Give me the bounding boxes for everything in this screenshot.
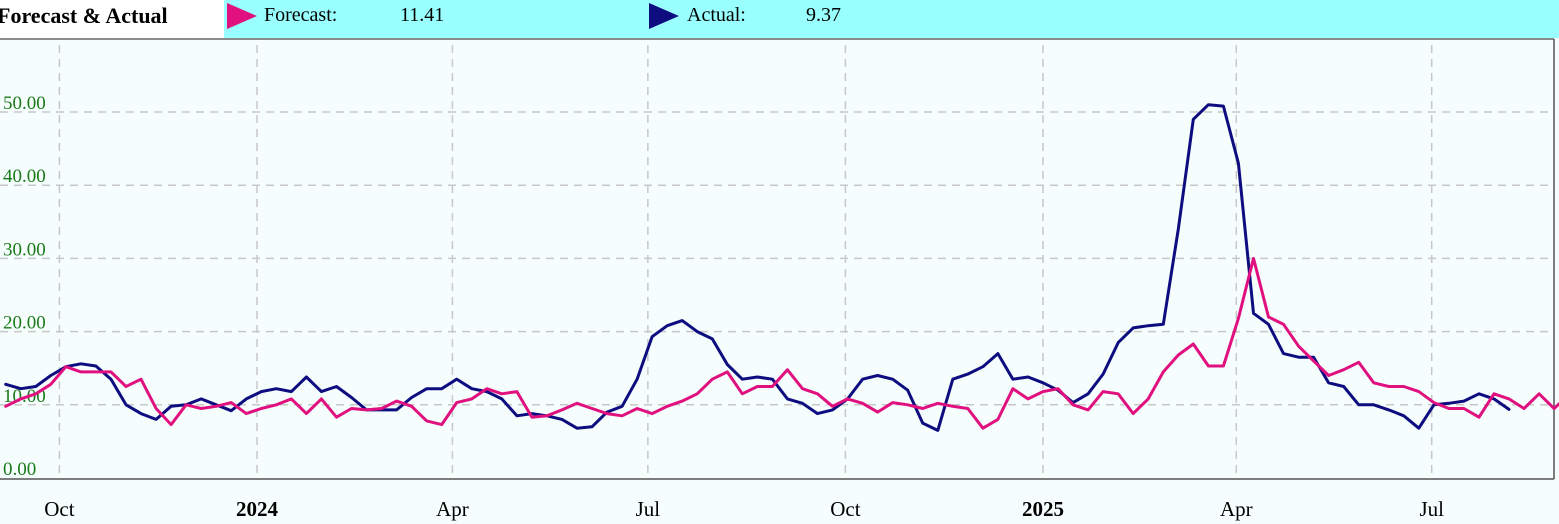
x-tick-label: Oct [44, 497, 74, 521]
x-tick-label: Apr [436, 497, 469, 521]
x-tick-label: 2024 [236, 497, 279, 521]
y-tick-label: 0.00 [3, 459, 36, 480]
title-box: Forecast & Actual [0, 0, 224, 38]
x-tick-label: Jul [636, 497, 661, 521]
forecast-legend-label: Forecast: [264, 4, 338, 26]
series-line-actual [4, 103, 1511, 432]
actual-legend-label: Actual: [687, 4, 746, 26]
chart-title: Forecast & Actual [0, 3, 168, 28]
y-tick-label: 20.00 [3, 313, 46, 334]
y-tick-label: 30.00 [3, 239, 46, 260]
y-tick-label: 50.00 [3, 93, 46, 114]
actual-triangle-right-icon [649, 3, 679, 29]
series-line-forecast [4, 256, 1559, 430]
forecast-legend-value: 11.41 [400, 4, 445, 26]
forecast-triangle-right-icon [227, 3, 257, 29]
x-tick-label: Oct [830, 497, 860, 521]
actual-legend-value: 9.37 [806, 4, 841, 26]
x-tick-label: 2025 [1022, 497, 1064, 521]
x-tick-label: Jul [1419, 497, 1444, 521]
legend-bar: Forecast & Actual Forecast: 11.41 Actual… [0, 0, 1559, 38]
y-tick-label: 40.00 [3, 166, 46, 187]
x-tick-label: Apr [1220, 497, 1253, 521]
